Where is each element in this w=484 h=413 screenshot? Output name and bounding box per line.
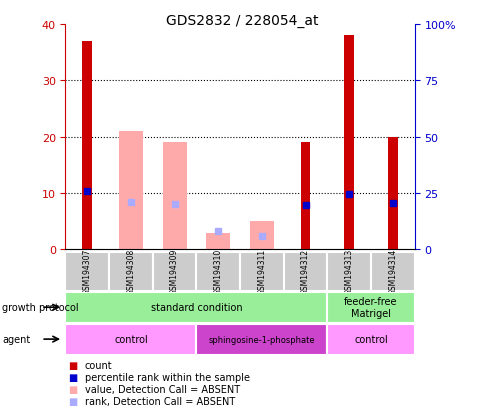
Text: GSM194312: GSM194312 bbox=[301, 249, 309, 294]
Bar bbox=[109, 252, 152, 291]
Text: GSM194314: GSM194314 bbox=[388, 249, 396, 294]
Text: control: control bbox=[353, 334, 387, 344]
Bar bbox=[65, 252, 109, 291]
Bar bbox=[327, 252, 370, 291]
Text: GSM194313: GSM194313 bbox=[344, 249, 353, 294]
Text: feeder-free
Matrigel: feeder-free Matrigel bbox=[344, 297, 397, 318]
Text: GSM194307: GSM194307 bbox=[83, 248, 91, 295]
Text: count: count bbox=[85, 360, 112, 370]
Text: ■: ■ bbox=[68, 372, 77, 382]
Text: value, Detection Call = ABSENT: value, Detection Call = ABSENT bbox=[85, 384, 240, 394]
Text: ■: ■ bbox=[68, 360, 77, 370]
Bar bbox=[327, 324, 414, 355]
Text: agent: agent bbox=[2, 334, 30, 344]
Text: GSM194308: GSM194308 bbox=[126, 249, 135, 294]
Bar bbox=[283, 252, 327, 291]
Bar bbox=[152, 252, 196, 291]
Bar bbox=[162, 143, 186, 250]
Text: sphingosine-1-phosphate: sphingosine-1-phosphate bbox=[208, 335, 315, 344]
Bar bbox=[387, 138, 397, 250]
Bar bbox=[82, 42, 92, 250]
Text: control: control bbox=[114, 334, 148, 344]
Text: percentile rank within the sample: percentile rank within the sample bbox=[85, 372, 249, 382]
Bar bbox=[206, 233, 230, 250]
Text: GSM194309: GSM194309 bbox=[170, 248, 179, 295]
Bar bbox=[196, 252, 240, 291]
Text: standard condition: standard condition bbox=[151, 302, 242, 313]
Text: GSM194310: GSM194310 bbox=[213, 249, 222, 294]
Text: GDS2832 / 228054_at: GDS2832 / 228054_at bbox=[166, 14, 318, 28]
Bar bbox=[370, 252, 414, 291]
Bar bbox=[65, 292, 327, 323]
Bar bbox=[196, 324, 327, 355]
Bar bbox=[240, 252, 283, 291]
Text: rank, Detection Call = ABSENT: rank, Detection Call = ABSENT bbox=[85, 396, 235, 406]
Bar bbox=[327, 292, 414, 323]
Bar bbox=[119, 132, 143, 250]
Bar bbox=[249, 222, 273, 250]
Bar bbox=[344, 36, 353, 250]
Bar bbox=[300, 143, 310, 250]
Text: growth protocol: growth protocol bbox=[2, 302, 79, 313]
Text: ■: ■ bbox=[68, 396, 77, 406]
Text: ■: ■ bbox=[68, 384, 77, 394]
Bar bbox=[65, 324, 196, 355]
Text: GSM194311: GSM194311 bbox=[257, 249, 266, 294]
